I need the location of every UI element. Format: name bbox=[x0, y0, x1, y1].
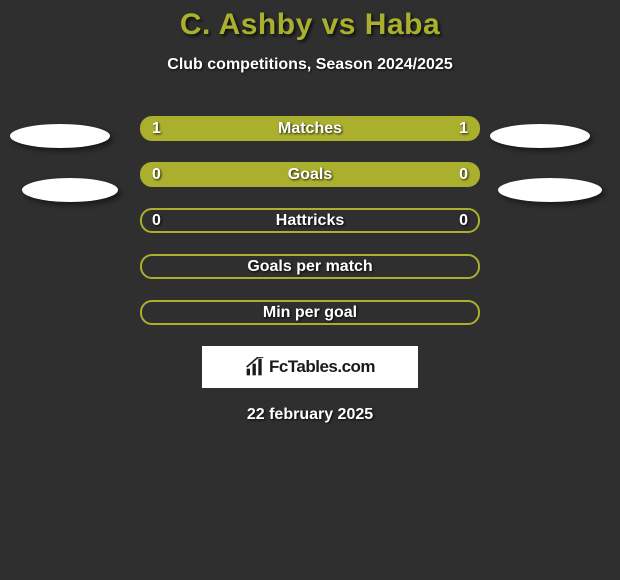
stat-label: Goals per match bbox=[247, 258, 372, 276]
page-title: C. Ashby vs Haba bbox=[0, 8, 620, 42]
date-label: 22 february 2025 bbox=[0, 406, 620, 424]
stat-row-goals-per-match: Goals per match bbox=[0, 254, 620, 279]
stat-bar: 1 Matches 1 bbox=[140, 116, 480, 141]
right-top-ellipse bbox=[490, 124, 590, 148]
stat-value-left: 0 bbox=[152, 212, 161, 230]
stat-value-left: 0 bbox=[152, 166, 161, 184]
stat-bar: Goals per match bbox=[140, 254, 480, 279]
subtitle: Club competitions, Season 2024/2025 bbox=[0, 56, 620, 74]
stat-bar: 0 Hattricks 0 bbox=[140, 208, 480, 233]
infographic-container: C. Ashby vs Haba Club competitions, Seas… bbox=[0, 0, 620, 580]
stat-bar: 0 Goals 0 bbox=[140, 162, 480, 187]
right-mid-ellipse bbox=[498, 178, 602, 202]
brand-logo[interactable]: FcTables.com bbox=[202, 346, 418, 388]
left-mid-ellipse bbox=[22, 178, 118, 202]
stat-bar: Min per goal bbox=[140, 300, 480, 325]
stat-label: Goals bbox=[288, 166, 332, 184]
stat-row-hattricks: 0 Hattricks 0 bbox=[0, 208, 620, 233]
brand-logo-text: FcTables.com bbox=[269, 357, 375, 377]
stat-label: Min per goal bbox=[263, 304, 357, 322]
stat-value-right: 0 bbox=[459, 166, 468, 184]
stat-value-left: 1 bbox=[152, 120, 161, 138]
stat-row-min-per-goal: Min per goal bbox=[0, 300, 620, 325]
stat-label: Matches bbox=[278, 120, 342, 138]
stat-value-right: 0 bbox=[459, 212, 468, 230]
stat-value-right: 1 bbox=[459, 120, 468, 138]
stat-label: Hattricks bbox=[276, 212, 344, 230]
bar-chart-icon bbox=[245, 357, 265, 377]
left-top-ellipse bbox=[10, 124, 110, 148]
